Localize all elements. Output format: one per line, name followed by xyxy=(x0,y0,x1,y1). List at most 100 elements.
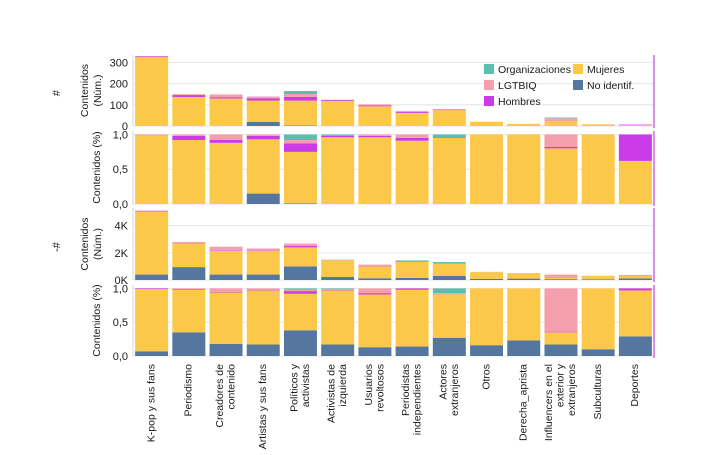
y-axis-title: Contenidos xyxy=(79,217,91,270)
legend-swatch xyxy=(484,64,494,74)
x-tick-label: contenido xyxy=(226,364,238,410)
bar-segment xyxy=(246,248,280,251)
bar-segment xyxy=(321,100,355,126)
bar-segment xyxy=(246,274,280,280)
y-tick-label: 0,5 xyxy=(113,164,128,176)
y-tick-label: 4K xyxy=(115,221,129,233)
bar-segment xyxy=(395,261,429,262)
bar-segment xyxy=(209,274,243,280)
bar-segment xyxy=(283,289,317,292)
bar-segment xyxy=(544,146,578,149)
bar-segment xyxy=(581,349,615,356)
bar-segment xyxy=(321,100,355,101)
bar-segment xyxy=(618,278,652,280)
bar-segment xyxy=(358,135,392,138)
bar-segment xyxy=(283,100,317,126)
x-tick-label: Deportes xyxy=(629,364,641,407)
y-tick-label: 300 xyxy=(110,57,128,69)
x-tick-label: K-pop y sus fans xyxy=(145,364,157,442)
x-tick-label: Activistas de xyxy=(326,364,338,423)
bar-segment xyxy=(135,211,169,275)
bar-segment xyxy=(283,151,317,204)
bar-segment xyxy=(395,261,429,278)
bar-segment xyxy=(358,288,392,294)
bar-segment xyxy=(358,105,392,107)
x-tick-label: activistas xyxy=(300,364,312,407)
bar-segment xyxy=(209,250,243,275)
bar-segment xyxy=(172,243,206,268)
bar-segment xyxy=(507,278,541,280)
x-tick-label: Derecha_aprista xyxy=(518,364,530,441)
bar-segment xyxy=(395,140,429,204)
bar-segment xyxy=(135,135,169,204)
bar-segment xyxy=(246,98,280,101)
bar-segment xyxy=(618,160,652,204)
bar-segment xyxy=(135,210,169,212)
bar-segment xyxy=(172,94,206,96)
bar-segment xyxy=(135,288,169,290)
bar-segment xyxy=(544,117,578,119)
bar-segment xyxy=(358,294,392,348)
bar-segment xyxy=(358,266,392,279)
y-axis-title: Contenidos (%) xyxy=(91,284,103,356)
legend-swatch xyxy=(573,80,583,90)
bar-segment xyxy=(283,288,317,290)
bar-segment xyxy=(283,140,317,144)
bar-segment xyxy=(395,137,429,141)
bar-segment xyxy=(209,250,243,251)
bar-segment xyxy=(544,279,578,280)
bar-segment xyxy=(544,134,578,147)
bar-segment xyxy=(358,104,392,106)
bar-segment xyxy=(283,134,317,141)
bar-segment xyxy=(544,148,578,204)
bar-segment xyxy=(172,289,206,290)
bar-segment xyxy=(507,134,541,204)
bar-segment xyxy=(283,330,317,356)
x-tick-label: izquierda xyxy=(337,364,349,407)
bar-segment xyxy=(544,118,578,120)
bar-segment xyxy=(618,290,652,337)
x-tick-label: independientes xyxy=(412,364,424,435)
y-tick-label: 2K xyxy=(115,248,129,260)
bar-segment xyxy=(321,289,355,290)
y-axis-title: Contenidos (%) xyxy=(91,131,103,203)
bar-segment xyxy=(544,288,578,332)
bar-segment xyxy=(209,246,243,251)
bar-segment xyxy=(432,288,466,294)
bar-segment xyxy=(209,292,243,344)
bar-segment xyxy=(432,337,466,356)
bar-segment xyxy=(283,143,317,152)
bar-segment xyxy=(395,260,429,261)
bar-segment xyxy=(283,243,317,247)
y-tick-label: 0 xyxy=(122,121,128,133)
x-tick-label: Periodismo xyxy=(183,364,195,417)
legend-swatch xyxy=(573,64,583,74)
bar-segment xyxy=(135,57,169,127)
bar-segment xyxy=(321,289,355,291)
bar-segment xyxy=(246,135,280,140)
bar-segment xyxy=(283,246,317,248)
bar-segment xyxy=(544,332,578,345)
bar-segment xyxy=(507,288,541,341)
bar-segment xyxy=(618,288,652,291)
y-tick-label: 1,0 xyxy=(113,129,128,141)
y-tick-label: 0,5 xyxy=(113,317,128,329)
bar-segment xyxy=(209,97,243,99)
bar-segment xyxy=(135,56,169,58)
bar-segment xyxy=(283,96,317,101)
bar-segment xyxy=(321,344,355,356)
bar-segment xyxy=(283,266,317,280)
bar-segment xyxy=(172,332,206,356)
bar-segment xyxy=(172,95,206,97)
bar-segment xyxy=(321,135,355,138)
bar-segment xyxy=(246,344,280,356)
bar-segment xyxy=(283,247,317,267)
bar-segment xyxy=(432,293,466,295)
bar-segment xyxy=(135,274,169,280)
bar-segment xyxy=(544,331,578,333)
bar-segment xyxy=(395,111,429,113)
bar-segment xyxy=(172,267,206,280)
legend-label: Organizaciones xyxy=(498,64,571,76)
x-tick-label: Periodistas xyxy=(400,364,412,416)
bar-segment xyxy=(432,262,466,264)
